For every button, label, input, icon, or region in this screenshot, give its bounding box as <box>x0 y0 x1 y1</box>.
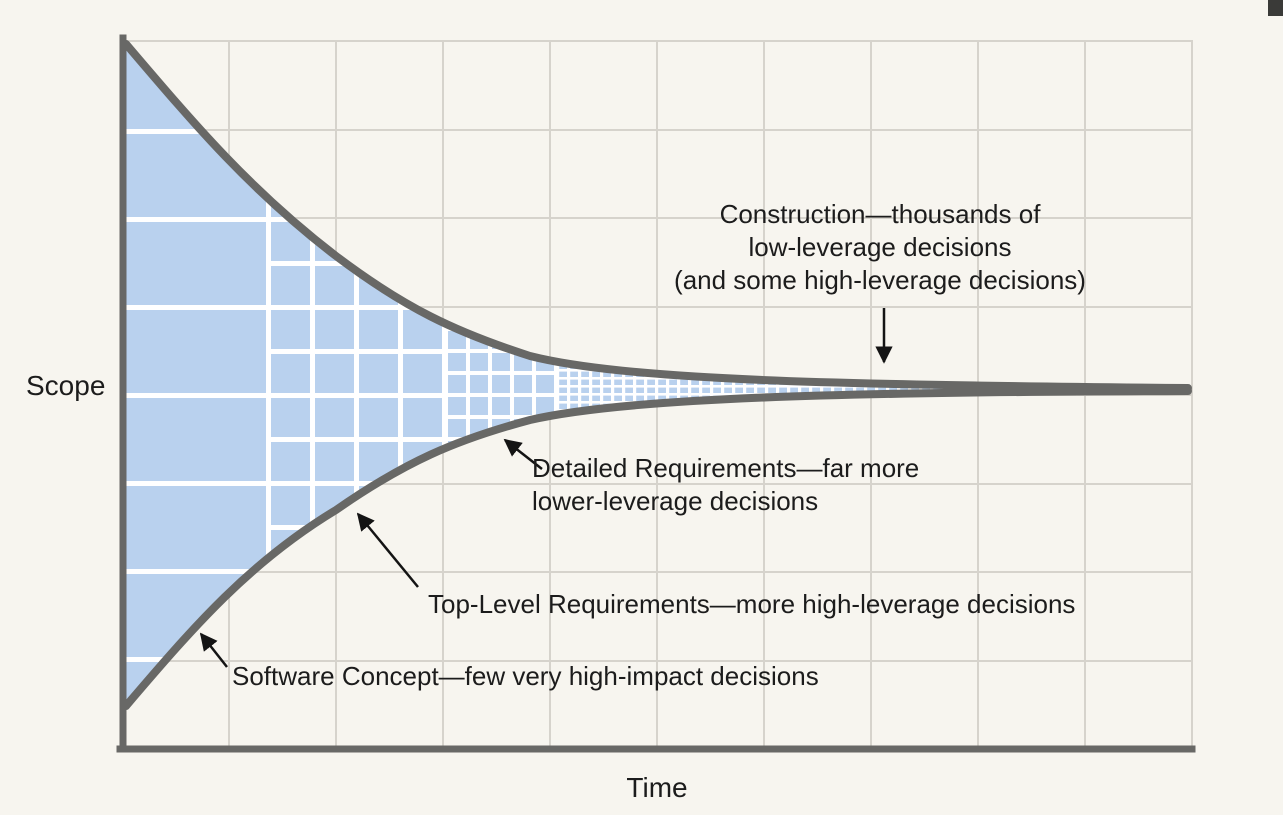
scan-artifact-corner <box>1268 0 1283 16</box>
time-axis-label: Time <box>626 772 688 803</box>
funnel-top-outline <box>122 40 1192 392</box>
funnel-bottom-outline <box>122 387 1192 710</box>
inner-grid-medium <box>266 44 444 706</box>
annotation-arrows <box>199 308 893 668</box>
annotation-top-level-requirements: Top-Level Requirements—more high-leverag… <box>428 589 1076 619</box>
annotation-software-concept: Software Concept—few very high-impact de… <box>232 661 819 691</box>
annotation-detailed-requirements: Detailed Requirements—far more lower-lev… <box>532 453 920 516</box>
detailed-requirements-arrow <box>503 438 543 470</box>
background-grid <box>122 40 1193 749</box>
scope-axis-label: Scope <box>26 370 106 401</box>
software-concept-arrow <box>199 632 228 668</box>
inner-grid-coarse <box>126 44 266 706</box>
top-level-requirements-arrow <box>356 512 419 588</box>
annotation-construction: Construction—thousands of low-leverage d… <box>674 199 1086 295</box>
